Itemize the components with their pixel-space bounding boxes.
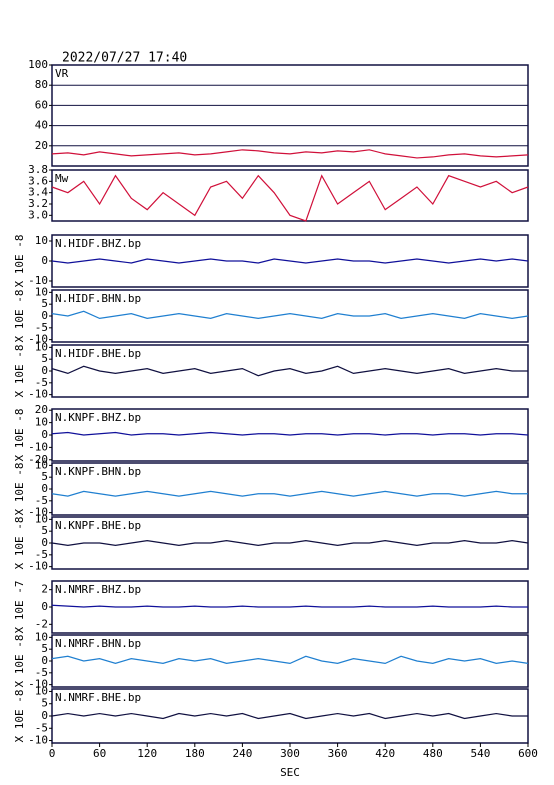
- panel-title: N.NMRF.BHN.bp: [55, 637, 141, 650]
- y-tick-label: 2: [41, 583, 48, 596]
- panel-frame: [51, 169, 529, 222]
- y-tick-label: 0: [41, 536, 48, 549]
- y-tick-label: 5: [41, 470, 48, 483]
- y-axis-label: X 10E -8: [13, 290, 26, 343]
- y-tick-label: -10: [28, 388, 48, 401]
- panel-title: N.KNPF.BHZ.bp: [55, 411, 141, 424]
- trace: [51, 712, 528, 720]
- y-tick-label: 10: [35, 416, 48, 429]
- y-tick-label: 20: [35, 403, 48, 416]
- panel-title: N.HIDF.BHN.bp: [55, 292, 141, 305]
- y-tick-label: 0: [41, 600, 48, 613]
- panel-title: N.HIDF.BHZ.bp: [55, 237, 141, 250]
- y-tick-label: 3.8: [28, 163, 48, 176]
- y-axis-label: X 10E -8: [13, 235, 26, 288]
- y-tick-label: -5: [35, 721, 48, 734]
- x-tick-label: 0: [49, 747, 56, 760]
- y-tick-label: -5: [35, 376, 48, 389]
- x-axis-label: SEC: [280, 766, 300, 779]
- y-tick-label: 20: [35, 139, 48, 152]
- y-tick-label: 10: [35, 684, 48, 697]
- y-tick-label: 80: [35, 78, 48, 91]
- y-tick-label: -10: [28, 440, 48, 453]
- x-tick-label: 360: [328, 747, 348, 760]
- y-axis-label: X 10E -8: [13, 345, 26, 398]
- trace: [51, 174, 529, 222]
- x-tick-label: 420: [375, 747, 395, 760]
- y-axis-label: X 10E -8: [13, 409, 26, 462]
- x-tick-label: 600: [518, 747, 538, 760]
- trace: [51, 655, 529, 664]
- y-tick-label: 100: [28, 58, 48, 71]
- y-tick-label: 10: [35, 340, 48, 353]
- timestamp: 2022/07/27 17:40: [62, 51, 187, 66]
- y-tick-label: -10: [28, 274, 48, 287]
- y-tick-label: -10: [28, 734, 48, 747]
- panel-title: N.KNPF.BHE.bp: [55, 519, 141, 532]
- y-axis-label: X 10E -8: [13, 517, 26, 570]
- y-tick-label: 10: [35, 285, 48, 298]
- y-tick-label: 0: [41, 254, 48, 267]
- y-tick-label: -10: [28, 333, 48, 346]
- trace: [51, 149, 529, 159]
- y-tick-label: 3.0: [28, 208, 48, 221]
- trace: [51, 431, 529, 436]
- x-tick-label: 180: [185, 747, 205, 760]
- panel-title: N.NMRF.BHZ.bp: [55, 583, 141, 596]
- y-tick-label: 5: [41, 297, 48, 310]
- y-axis-label: X 10E -8: [13, 690, 26, 743]
- y-tick-label: -10: [28, 560, 48, 573]
- y-tick-label: -10: [28, 506, 48, 519]
- y-tick-label: -5: [35, 494, 48, 507]
- y-tick-label: 0: [41, 654, 48, 667]
- x-tick-label: 60: [93, 747, 106, 760]
- y-tick-label: -2: [35, 617, 48, 630]
- y-axis-label: X 10E -8: [13, 463, 26, 516]
- x-tick-label: 540: [470, 747, 490, 760]
- y-tick-label: 60: [35, 98, 48, 111]
- y-tick-label: 10: [35, 512, 48, 525]
- trace: [51, 310, 529, 319]
- y-tick-label: -20: [28, 453, 48, 466]
- y-tick-label: -10: [28, 678, 48, 691]
- y-tick-label: -5: [35, 321, 48, 334]
- y-tick-label: 10: [35, 630, 48, 643]
- y-tick-label: 5: [41, 524, 48, 537]
- trace: [51, 604, 528, 608]
- panel-title: N.HIDF.BHE.bp: [55, 347, 141, 360]
- y-tick-label: 10: [35, 234, 48, 247]
- y-tick-label: 5: [41, 352, 48, 365]
- x-tick-label: 300: [280, 747, 300, 760]
- y-tick-label: 3.6: [28, 174, 48, 187]
- y-tick-label: 3.4: [28, 186, 48, 199]
- x-tick-label: 240: [232, 747, 252, 760]
- panel-frame: [51, 64, 529, 167]
- y-tick-label: 10: [35, 458, 48, 471]
- y-tick-label: 0: [41, 428, 48, 441]
- trace: [51, 258, 529, 264]
- y-tick-label: 0: [41, 709, 48, 722]
- y-axis-label: X 10E -7: [13, 581, 26, 634]
- y-tick-label: -5: [35, 666, 48, 679]
- y-tick-label: 0: [41, 482, 48, 495]
- y-tick-label: 0: [41, 309, 48, 322]
- y-tick-label: 3.2: [28, 197, 48, 210]
- panel-title: Mw: [55, 172, 69, 185]
- y-tick-label: 40: [35, 119, 48, 132]
- y-tick-label: -5: [35, 548, 48, 561]
- trace: [51, 540, 529, 546]
- y-tick-label: 5: [41, 642, 48, 655]
- panel-title: N.NMRF.BHE.bp: [55, 691, 141, 704]
- x-tick-label: 480: [423, 747, 443, 760]
- x-tick-label: 120: [137, 747, 157, 760]
- panel-title: VR: [55, 67, 69, 80]
- y-tick-label: 5: [41, 697, 48, 710]
- trace: [51, 490, 528, 497]
- y-axis-label: X 10E -8: [13, 635, 26, 688]
- panel-title: N.KNPF.BHN.bp: [55, 465, 141, 478]
- trace: [51, 365, 528, 377]
- y-tick-label: 0: [41, 364, 48, 377]
